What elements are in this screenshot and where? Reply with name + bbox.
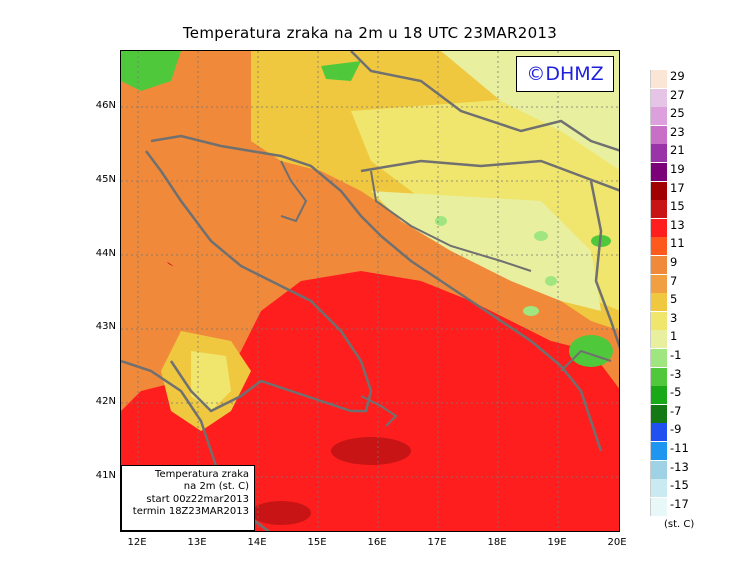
legend-unit: (st. C) — [664, 519, 695, 530]
lon-label: 14E — [247, 537, 267, 548]
info-line: na 2m (st. C) — [183, 481, 249, 493]
lon-label: 13E — [187, 537, 207, 548]
lon-label: 15E — [307, 537, 327, 548]
legend-swatch — [650, 163, 667, 181]
legend-label: -7 — [670, 403, 682, 418]
temperature-map — [120, 50, 620, 532]
lat-label: 46N — [95, 100, 116, 111]
lon-label: 16E — [367, 537, 387, 548]
legend-label: 21 — [670, 143, 685, 158]
cold-spot — [321, 61, 361, 81]
legend-swatch — [650, 330, 667, 349]
legend-label: 19 — [670, 162, 685, 176]
legend-swatch — [650, 218, 667, 237]
info-box: Temperatura zraka na 2m (st. C) start 00… — [121, 465, 255, 531]
legend-label: -1 — [670, 348, 682, 362]
graticule — [121, 51, 619, 531]
national-border — [560, 349, 612, 372]
lon-label: 20E — [607, 537, 627, 548]
cold-spot — [569, 335, 613, 367]
legend-swatch — [650, 404, 667, 423]
legend-swatch — [650, 88, 667, 107]
legend-swatch — [650, 386, 667, 405]
lat-label: 42N — [95, 396, 116, 407]
warm-core-center — [261, 301, 501, 391]
legend-label: -17 — [670, 496, 689, 511]
gargano-coast — [360, 395, 398, 427]
alps-cold — [121, 51, 181, 91]
national-border — [360, 159, 619, 192]
lon-label: 12E — [127, 537, 147, 548]
legend-label: -13 — [670, 459, 689, 474]
italy-coastline — [145, 150, 373, 413]
legend-swatch — [650, 70, 667, 88]
dhmz-logo: ©DHMZ — [516, 56, 614, 92]
lat-label: 45N — [95, 174, 116, 185]
italy-cool-core — [191, 351, 231, 411]
legend-swatch — [650, 200, 667, 219]
legend-swatch — [650, 460, 667, 479]
legend-label: 23 — [670, 124, 685, 139]
hot-patch — [251, 501, 311, 525]
info-line: Temperatura zraka — [155, 469, 249, 480]
legend-swatch — [650, 479, 667, 498]
legend-swatch — [650, 423, 667, 442]
legend-swatch — [650, 442, 667, 460]
info-line: termin 18Z23MAR2013 — [132, 506, 249, 518]
legend-swatch — [650, 107, 667, 126]
legend-swatch — [650, 181, 667, 200]
lat-label: 44N — [95, 248, 116, 259]
lat-label: 43N — [95, 321, 116, 332]
cold-spot — [534, 231, 548, 241]
legend-swatch — [650, 274, 667, 293]
national-border — [370, 170, 532, 272]
legend-label: 1 — [670, 329, 678, 344]
adriatic-coastline — [150, 134, 603, 452]
legend-swatch — [650, 497, 667, 516]
legend-label: 5 — [670, 292, 678, 307]
national-border — [350, 51, 619, 152]
legend-label: -9 — [670, 422, 682, 437]
legend-label: 7 — [670, 273, 678, 288]
lat-label: 41N — [95, 470, 116, 481]
legend-label: 11 — [670, 236, 685, 251]
bosnia-cold — [371, 191, 601, 311]
legend-label: 9 — [670, 255, 678, 269]
legend-swatch — [650, 256, 667, 274]
legend-label: 17 — [670, 180, 685, 195]
map-canvas — [121, 51, 619, 531]
legend-label: 25 — [670, 106, 685, 121]
legend-label: 13 — [670, 217, 685, 232]
cold-spot — [545, 276, 557, 286]
hot-patch — [331, 437, 411, 465]
legend-label: 27 — [670, 87, 685, 102]
cold-spot — [523, 306, 539, 316]
legend-swatch — [650, 144, 667, 163]
legend-label: 15 — [670, 199, 685, 214]
legend-label: -15 — [670, 478, 689, 493]
legend-label: -3 — [670, 366, 682, 381]
legend-swatch — [650, 125, 667, 144]
legend-swatch — [650, 293, 667, 312]
legend-swatch — [650, 311, 667, 330]
legend-label: -11 — [670, 441, 689, 455]
lon-label: 18E — [487, 537, 507, 548]
istria-coast — [280, 160, 308, 223]
legend-swatch — [650, 367, 667, 386]
legend-swatch — [650, 349, 667, 367]
lon-label: 19E — [547, 537, 567, 548]
info-line: start 00z22mar2013 — [146, 493, 249, 505]
legend-label: 29 — [670, 69, 685, 83]
cold-spot — [435, 216, 447, 226]
national-border — [589, 180, 619, 349]
lon-label: 17E — [427, 537, 447, 548]
map-title: Temperatura zraka na 2m u 18 UTC 23MAR20… — [182, 24, 558, 42]
legend-swatch — [650, 237, 667, 256]
legend-label: -5 — [670, 385, 682, 400]
legend-label: 3 — [670, 310, 678, 325]
